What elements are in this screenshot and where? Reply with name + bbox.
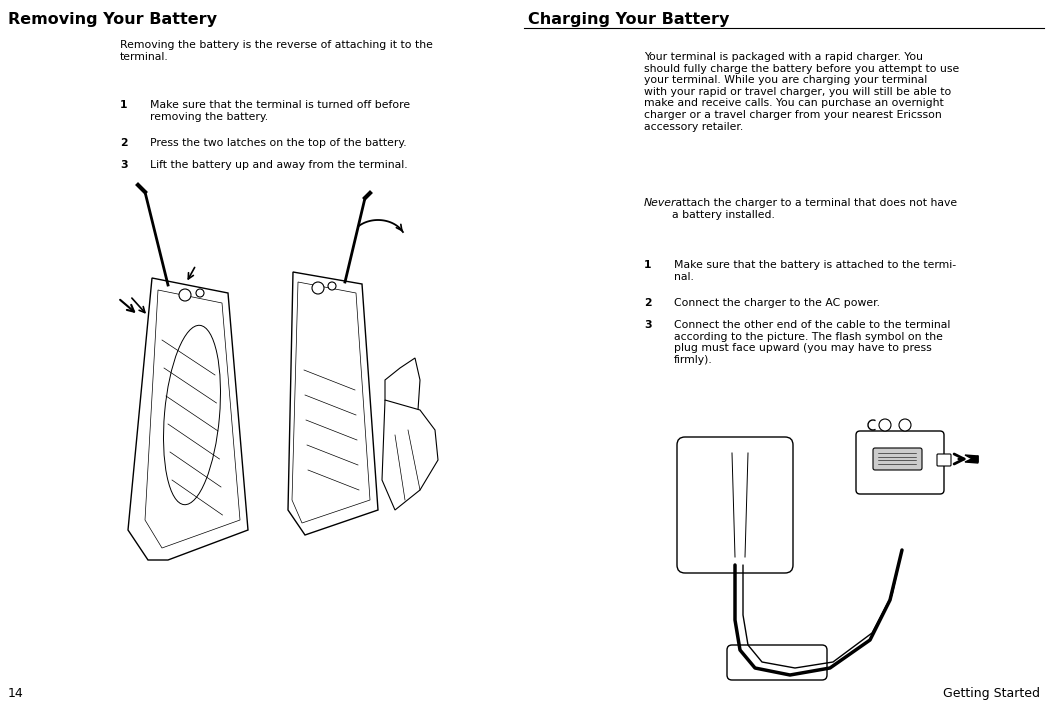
Circle shape xyxy=(879,419,891,431)
Circle shape xyxy=(328,282,336,290)
Text: 3: 3 xyxy=(645,320,652,330)
Polygon shape xyxy=(385,358,420,430)
Polygon shape xyxy=(383,400,438,510)
FancyBboxPatch shape xyxy=(856,431,944,494)
Text: Lift the battery up and away from the terminal.: Lift the battery up and away from the te… xyxy=(150,160,408,170)
Text: Connect the charger to the AC power.: Connect the charger to the AC power. xyxy=(674,298,880,308)
Text: 14: 14 xyxy=(8,687,24,700)
Circle shape xyxy=(312,282,324,294)
Text: Removing Your Battery: Removing Your Battery xyxy=(8,12,217,27)
Text: 2: 2 xyxy=(645,298,652,308)
Text: attach the charger to a terminal that does not have
a battery installed.: attach the charger to a terminal that do… xyxy=(672,198,957,220)
Text: Make sure that the battery is attached to the termi-
nal.: Make sure that the battery is attached t… xyxy=(674,260,956,282)
Polygon shape xyxy=(965,455,978,462)
Text: Removing the battery is the reverse of attaching it to the
terminal.: Removing the battery is the reverse of a… xyxy=(121,40,433,61)
Polygon shape xyxy=(292,282,370,523)
Text: 1: 1 xyxy=(645,260,652,270)
Polygon shape xyxy=(145,290,240,548)
Text: 2: 2 xyxy=(121,138,128,148)
Text: Make sure that the terminal is turned off before
removing the battery.: Make sure that the terminal is turned of… xyxy=(150,100,410,122)
Text: Connect the other end of the cable to the terminal
according to the picture. The: Connect the other end of the cable to th… xyxy=(674,320,951,365)
FancyBboxPatch shape xyxy=(677,437,793,573)
Circle shape xyxy=(179,289,191,301)
Text: Press the two latches on the top of the battery.: Press the two latches on the top of the … xyxy=(150,138,407,148)
Text: Your terminal is packaged with a rapid charger. You
should fully charge the batt: Your terminal is packaged with a rapid c… xyxy=(645,52,959,132)
Text: Getting Started: Getting Started xyxy=(943,687,1040,700)
FancyBboxPatch shape xyxy=(873,448,922,470)
Text: Never: Never xyxy=(645,198,677,208)
Polygon shape xyxy=(288,272,378,535)
Ellipse shape xyxy=(163,325,220,505)
Polygon shape xyxy=(965,456,978,463)
Polygon shape xyxy=(128,278,248,560)
FancyBboxPatch shape xyxy=(727,645,827,680)
Text: 3: 3 xyxy=(121,160,128,170)
Circle shape xyxy=(899,419,911,431)
Circle shape xyxy=(196,289,204,297)
Text: 1: 1 xyxy=(121,100,128,110)
Text: Charging Your Battery: Charging Your Battery xyxy=(528,12,729,27)
FancyBboxPatch shape xyxy=(937,454,951,466)
